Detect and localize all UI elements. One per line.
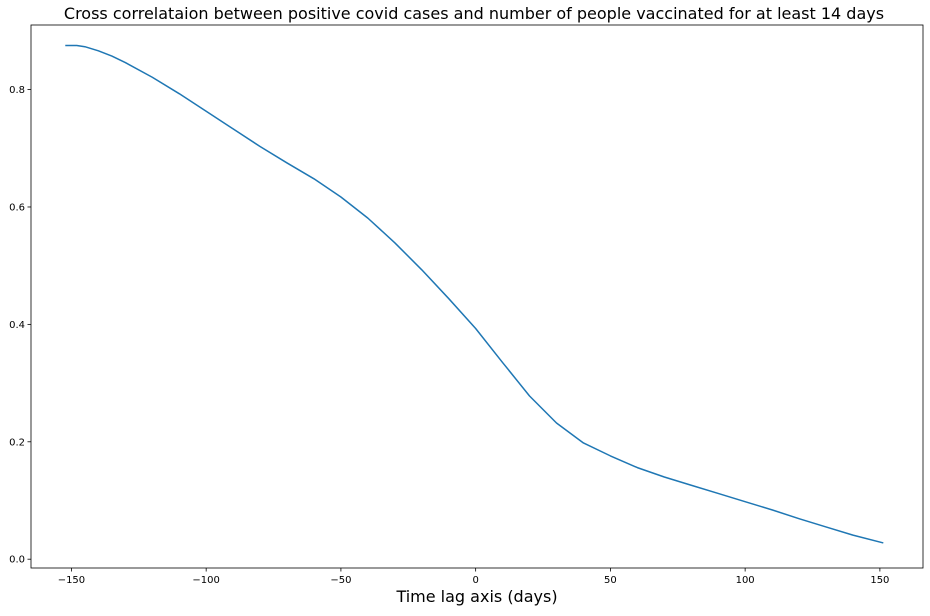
x-tick-label: −50: [330, 575, 351, 586]
y-tick-label: 0.8: [9, 85, 25, 96]
x-tick-label: −150: [58, 575, 85, 586]
y-tick-label: 0.2: [9, 437, 25, 448]
x-tick-label: −100: [192, 575, 219, 586]
x-tick-label: 50: [604, 575, 617, 586]
x-tick-label: 0: [472, 575, 478, 586]
y-axis: 0.0 0.2 0.4 0.6 0.8: [9, 85, 31, 566]
x-tick-label: 100: [736, 575, 755, 586]
x-tick-label: 150: [870, 575, 889, 586]
y-tick-label: 0.0: [9, 555, 25, 566]
series-line-0: [65, 44, 884, 544]
x-axis-label: Time lag axis (days): [395, 587, 557, 606]
chart-title: Cross correlataion between positive covi…: [64, 4, 884, 23]
y-tick-label: 0.4: [9, 320, 25, 331]
y-tick-label: 0.6: [9, 202, 25, 213]
x-axis: −150 −100 −50 0 50 100 150: [58, 568, 889, 586]
plot-area: [65, 44, 884, 544]
plot-frame: [30, 24, 924, 569]
